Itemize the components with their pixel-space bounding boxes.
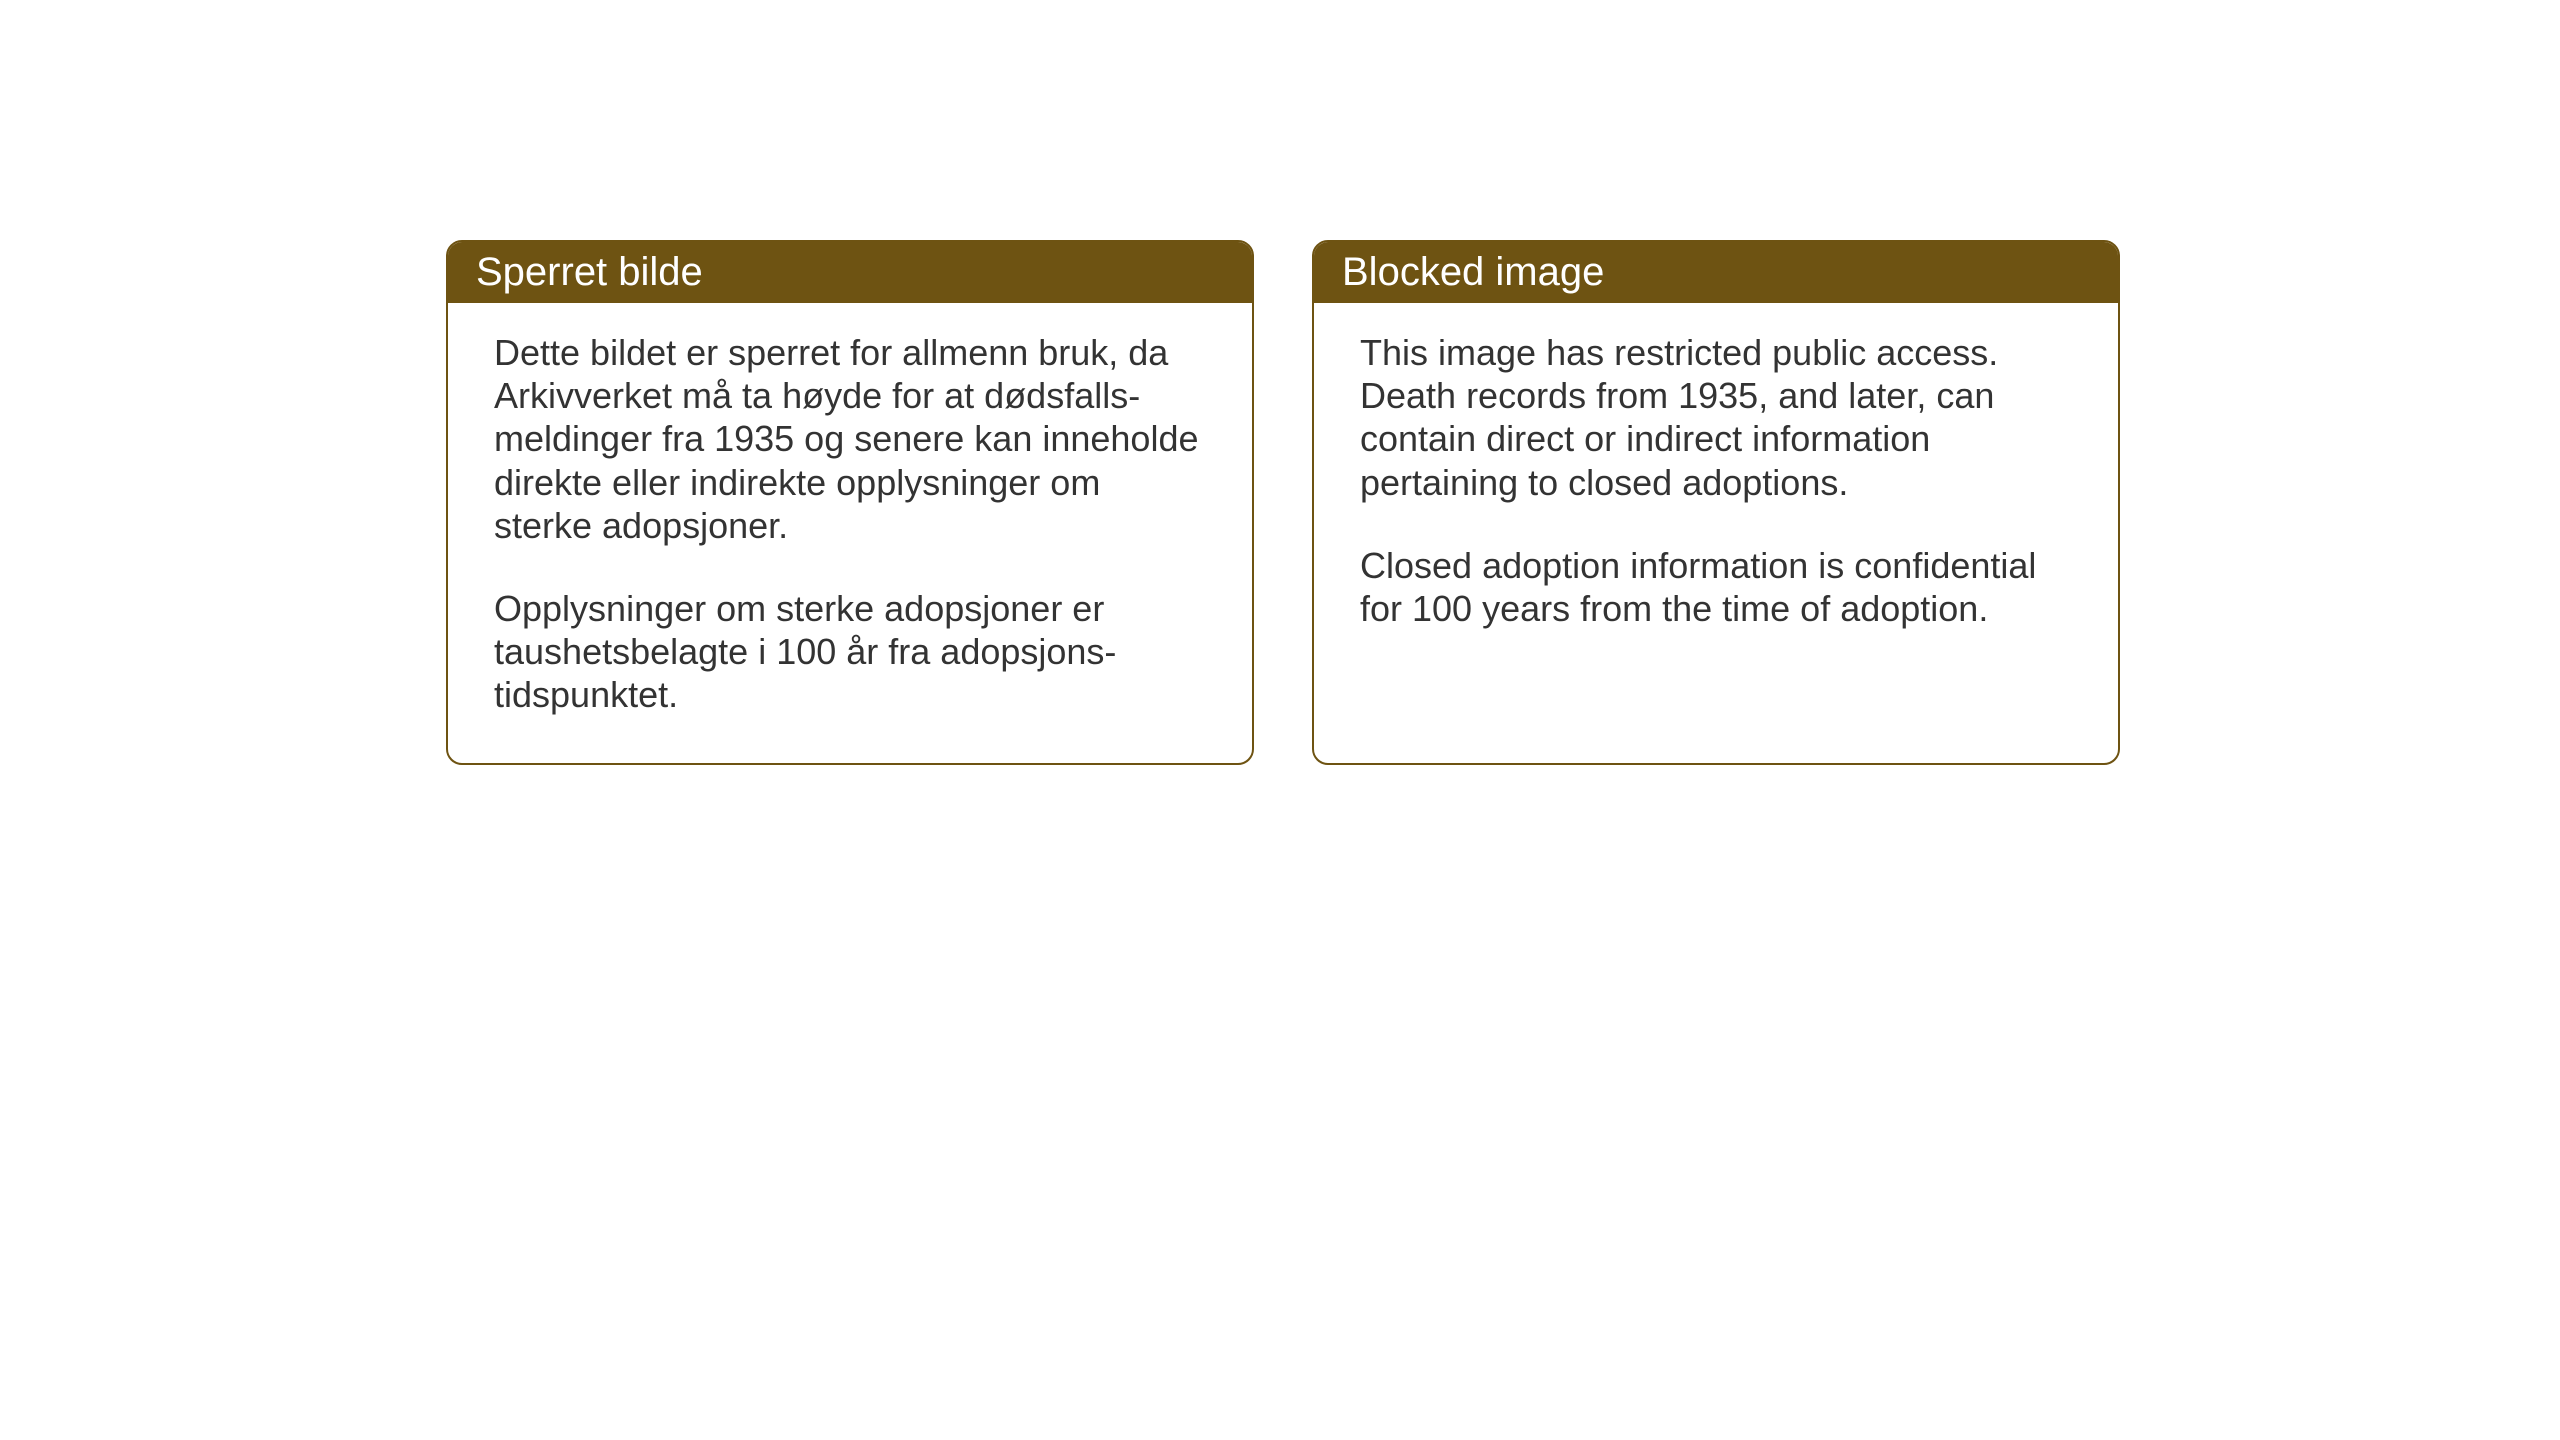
info-cards-container: Sperret bilde Dette bildet er sperret fo… bbox=[446, 240, 2120, 765]
english-card-body: This image has restricted public access.… bbox=[1314, 303, 2118, 676]
english-info-card: Blocked image This image has restricted … bbox=[1312, 240, 2120, 765]
norwegian-card-body: Dette bildet er sperret for allmenn bruk… bbox=[448, 303, 1252, 763]
norwegian-paragraph-2: Opplysninger om sterke adopsjoner er tau… bbox=[494, 587, 1206, 717]
english-paragraph-2: Closed adoption information is confident… bbox=[1360, 544, 2072, 630]
english-card-title: Blocked image bbox=[1314, 242, 2118, 303]
norwegian-card-title: Sperret bilde bbox=[448, 242, 1252, 303]
english-paragraph-1: This image has restricted public access.… bbox=[1360, 331, 2072, 504]
norwegian-paragraph-1: Dette bildet er sperret for allmenn bruk… bbox=[494, 331, 1206, 547]
norwegian-info-card: Sperret bilde Dette bildet er sperret fo… bbox=[446, 240, 1254, 765]
